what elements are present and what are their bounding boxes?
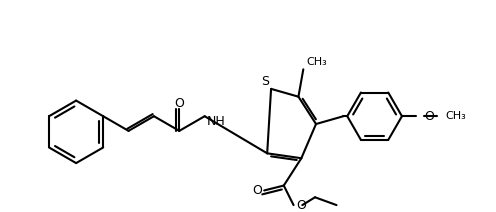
Text: CH₃: CH₃	[445, 111, 466, 121]
Text: O: O	[175, 97, 184, 110]
Text: O: O	[297, 199, 307, 212]
Text: CH₃: CH₃	[306, 57, 327, 67]
Text: S: S	[261, 75, 269, 88]
Text: O: O	[425, 110, 434, 123]
Text: O: O	[252, 184, 262, 197]
Text: NH: NH	[207, 115, 225, 128]
